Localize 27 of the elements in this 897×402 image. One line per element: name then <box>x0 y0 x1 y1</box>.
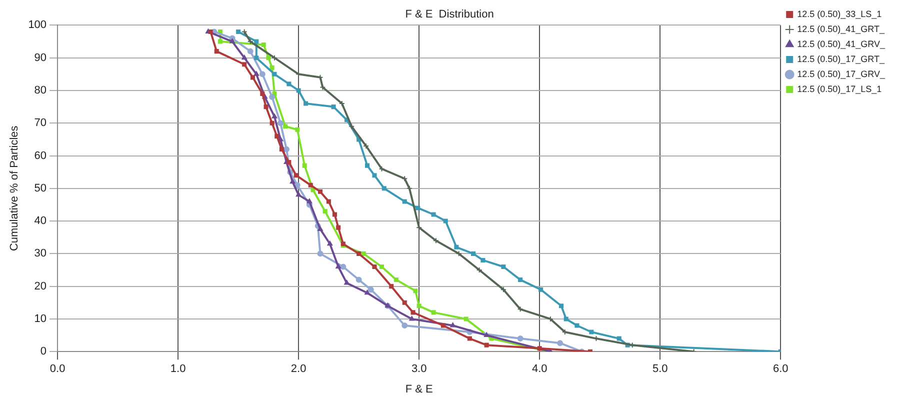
y-tick-label: 10 <box>34 312 47 325</box>
x-axis-title: F & E <box>405 383 433 396</box>
x-tick-label: 4.0 <box>532 363 548 376</box>
x-tick-label: 1.0 <box>170 363 186 376</box>
x-tick-label: 5.0 <box>652 363 668 376</box>
legend-label: 12.5 (0.50)_33_LS_1 <box>797 8 882 19</box>
y-tick-label: 90 <box>34 52 47 64</box>
x-tick-label: 0.0 <box>50 363 66 376</box>
legend-label: 12.5 (0.50)_17_GRV_ <box>797 68 886 79</box>
x-tick-label: 3.0 <box>411 363 427 376</box>
y-tick-label: 60 <box>34 150 47 162</box>
legend-label: 12.5 (0.50)_17_GRT_ <box>797 54 886 64</box>
legend-label: 12.5 (0.50)_17_LS_1 <box>797 84 882 94</box>
y-tick-label: 40 <box>34 215 47 228</box>
y-tick-label: 70 <box>34 117 47 130</box>
y-tick-label: 50 <box>34 182 47 194</box>
y-tick-label: 80 <box>34 84 47 97</box>
legend-label: 12.5 (0.50)_41_GRV_ <box>797 38 886 49</box>
y-tick-label: 0 <box>40 346 47 358</box>
chart-title: F & E Distribution <box>405 8 494 21</box>
y-tick-label: 20 <box>34 280 47 292</box>
y-tick-label: 100 <box>28 19 47 32</box>
x-tick-label: 2.0 <box>290 363 306 376</box>
y-tick-label: 30 <box>34 248 47 260</box>
legend-label: 12.5 (0.50)_41_GRT_ <box>797 24 886 34</box>
x-tick-label: 6.0 <box>772 363 788 376</box>
y-axis-title: Cumulative % of Particles <box>8 125 21 252</box>
